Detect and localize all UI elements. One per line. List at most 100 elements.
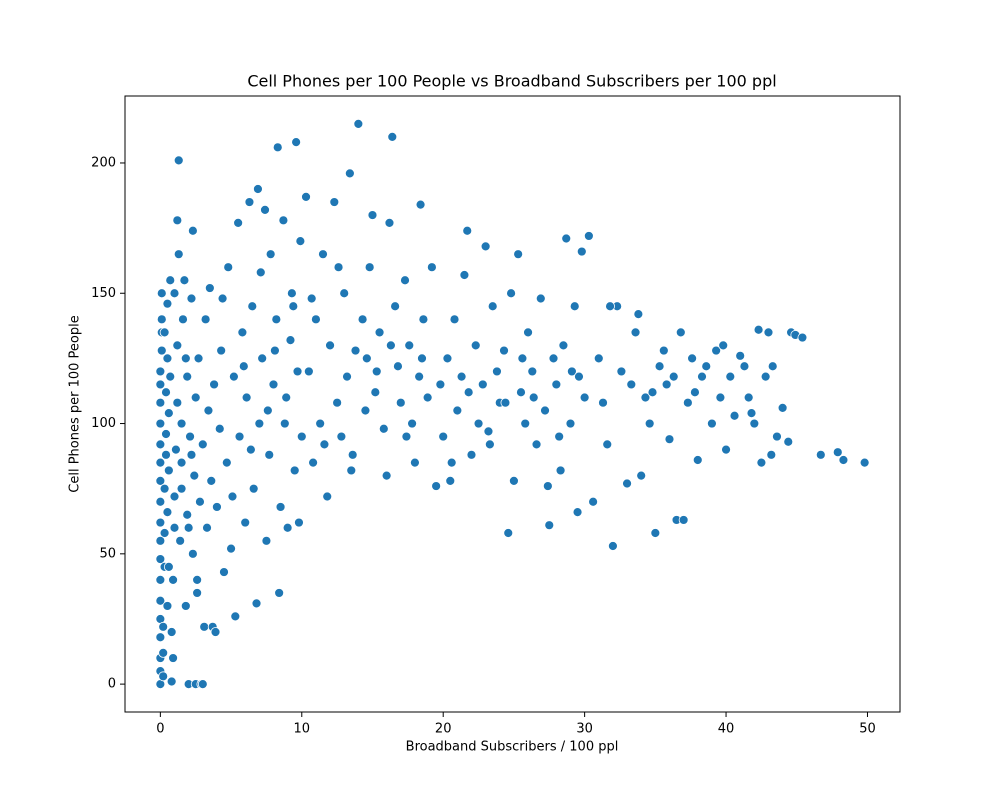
scatter-point [336, 431, 347, 442]
scatter-point [449, 314, 460, 325]
scatter-point [162, 353, 173, 364]
scatter-point [417, 353, 427, 364]
scatter-point [832, 447, 843, 458]
scatter-point [301, 191, 311, 202]
scatter-point [176, 483, 187, 494]
scatter-point [155, 418, 166, 429]
scatter-point [289, 465, 300, 476]
scatter-point [223, 262, 234, 273]
y-tick-label: 50 [99, 546, 116, 561]
scatter-point [159, 483, 170, 494]
scatter-point [650, 528, 661, 538]
scatter-point [569, 301, 580, 312]
scatter-point [195, 496, 205, 507]
scatter-point [281, 392, 292, 403]
scatter-point [262, 405, 273, 416]
scatter-point [531, 439, 542, 450]
scatter-point [346, 465, 357, 476]
scatter-point [159, 327, 170, 338]
x-tick-label: 30 [576, 722, 593, 737]
scatter-point [199, 621, 210, 632]
scatter-point [158, 621, 169, 632]
scatter-point [426, 262, 437, 273]
scatter-point [459, 270, 470, 280]
scatter-point [234, 431, 245, 442]
scatter-point [384, 218, 395, 228]
scatter-point [561, 233, 572, 244]
scatter-point [347, 449, 358, 460]
scatter-point [360, 405, 371, 416]
scatter-point [760, 371, 771, 382]
scatter-point [438, 431, 449, 442]
scatter-point [487, 301, 498, 312]
scatter-point [178, 314, 188, 325]
scatter-point [176, 418, 187, 429]
scatter-point [155, 457, 166, 468]
scatter-point [838, 455, 849, 465]
y-tick-label: 150 [91, 286, 116, 301]
scatter-point [658, 345, 669, 356]
scatter-point [171, 444, 181, 455]
scatter-point [640, 392, 651, 403]
scatter-point [162, 601, 173, 611]
scatter-point [350, 345, 361, 356]
scatter-point [445, 475, 456, 486]
scatter-point [527, 366, 538, 377]
scatter-point [715, 392, 726, 403]
scatter-point [777, 403, 788, 413]
scatter-point [697, 371, 707, 382]
scatter-point [767, 361, 778, 372]
scatter-point [172, 397, 183, 408]
scatter-point [772, 431, 782, 442]
scatter-point [378, 423, 389, 434]
scatter-point [446, 457, 457, 468]
scatter-point [155, 517, 166, 528]
scatter-point [410, 457, 420, 468]
scatter-point [746, 408, 757, 419]
scatter-point [477, 379, 488, 390]
scatter-point [385, 340, 396, 351]
scatter-point [415, 199, 426, 210]
scatter-point [370, 387, 381, 398]
scatter-point [257, 353, 268, 364]
scatter-point [303, 366, 314, 377]
scatter-point [414, 371, 425, 382]
scatter-point [155, 366, 166, 377]
scatter-point [161, 387, 171, 398]
scatter-point [183, 522, 194, 533]
scatter-point [661, 379, 672, 390]
scatter-point [574, 371, 584, 382]
scatter-point [353, 118, 364, 129]
y-tick-label: 100 [91, 416, 116, 431]
scatter-point [499, 345, 509, 356]
scatter-point [315, 418, 326, 429]
scatter-point [325, 340, 335, 351]
plot-frame [124, 95, 901, 713]
scatter-point [197, 679, 208, 690]
scatter-point [166, 676, 177, 687]
scatter-point [265, 249, 276, 260]
scatter-point [166, 627, 177, 637]
scatter-point [203, 405, 214, 416]
scatter-point [179, 275, 190, 286]
scatter-point [237, 327, 248, 338]
scatter-point [404, 340, 415, 351]
scatter-point [500, 397, 511, 408]
scatter-point [725, 371, 736, 382]
scatter-point [636, 470, 647, 481]
scatter-point [186, 449, 197, 460]
scatter-point [675, 327, 686, 338]
scatter-point [260, 204, 270, 215]
scatter-point [294, 517, 304, 528]
scatter-point [322, 491, 333, 502]
scatter-point [558, 340, 569, 351]
scatter-point [516, 387, 526, 398]
scatter-point [159, 528, 170, 538]
scatter-point [701, 361, 712, 372]
scatter-point [169, 522, 180, 533]
scatter-point [422, 392, 433, 403]
scatter-point [175, 535, 186, 546]
scatter-point [743, 392, 754, 403]
scatter-point [435, 379, 446, 390]
scatter-point [187, 548, 198, 559]
